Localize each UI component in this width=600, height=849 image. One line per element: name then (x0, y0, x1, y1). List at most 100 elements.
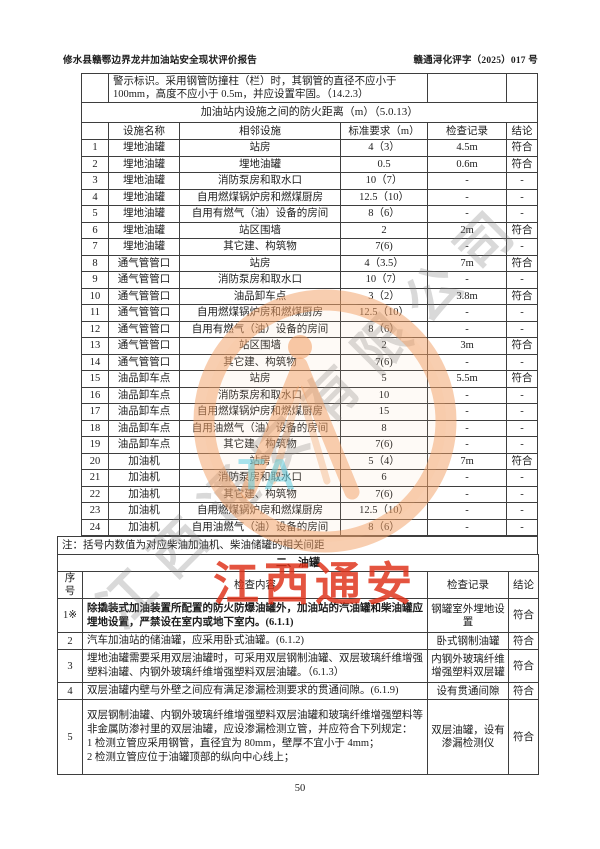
tank-header-row: 序号 检查内容 检查记录 结论 (57, 571, 539, 599)
cell-adjacent: 其它建、构筑物 (179, 353, 341, 371)
cell-conclusion: - (506, 188, 539, 206)
fire-distance-row: 1 埋地油罐 站房 4（3） 4.5m 符合 (81, 139, 539, 157)
col-header-seq: 序号 (57, 571, 83, 599)
cell-check-record: 内钢外玻璃纤维增强塑料双层罐 (427, 649, 509, 683)
cell-facility: 通气管管口 (108, 320, 180, 338)
cell-standard: 5（4） (339, 452, 429, 470)
cell-no: 11 (81, 304, 109, 322)
cell-facility: 通气管管口 (108, 337, 180, 355)
cell-adjacent: 站房 (179, 254, 341, 272)
cell-check-conclusion: 符合 (508, 649, 539, 683)
cell-facility: 加油机 (108, 452, 180, 470)
cell-no: 21 (81, 469, 109, 487)
cell-record: - (427, 502, 508, 520)
cell-seq: 4 (57, 682, 83, 700)
col-header-record: 检查记录 (427, 122, 508, 140)
cell-facility: 通气管管口 (108, 353, 180, 371)
cell-check-record: 卧式钢制油罐 (427, 632, 509, 650)
cell-record: - (427, 172, 508, 190)
cell-check-conclusion: 符合 (508, 682, 539, 700)
fire-distance-row: 21 加油机 消防泵房和取水口 6 - - (81, 469, 539, 487)
cell-conclusion: - (506, 172, 539, 190)
cell-check-content: 汽车加油站的储油罐，应采用卧式油罐。(6.1.2) (82, 632, 428, 650)
cell-no: 12 (81, 320, 109, 338)
cell-conclusion: - (506, 304, 539, 322)
cell-adjacent: 消防泵房和取水口 (179, 172, 341, 190)
cell-adjacent: 消防泵房和取水口 (179, 386, 341, 404)
cell-record: - (427, 386, 508, 404)
cell-adjacent: 站区围墙 (179, 221, 341, 239)
cell-conclusion: 符合 (506, 337, 539, 355)
cell-standard: 15 (339, 403, 429, 421)
cell-conclusion: - (506, 518, 539, 536)
cell-adjacent: 埋地油罐 (179, 155, 341, 173)
cell-check-conclusion: 符合 (508, 699, 539, 775)
cell-no: 23 (81, 502, 109, 520)
cell-adjacent: 自用油燃气（油）设备的房间 (179, 419, 341, 437)
fire-distance-row: 3 埋地油罐 消防泵房和取水口 10（7） - - (81, 172, 539, 190)
cell-no: 24 (81, 518, 109, 536)
fire-distance-note: 注：括号内数值为对应柴油加油机、柴油储罐的相关间距 (57, 536, 538, 555)
fire-distance-row: 23 加油机 自用燃煤锅炉房和燃煤厨房 12.5（10） - - (81, 502, 539, 520)
cell-no: 16 (81, 386, 109, 404)
cell-record: - (427, 205, 508, 223)
cell-record: 7m (427, 452, 508, 470)
cell-no: 10 (81, 287, 109, 305)
cell-facility: 油品卸车点 (108, 403, 180, 421)
fire-distance-row: 12 通气管管口 自用有燃气（油）设备的房间 8（6） - - (81, 320, 539, 338)
cell-adjacent: 自用有燃气（油）设备的房间 (179, 205, 341, 223)
cell-conclusion: 符合 (506, 287, 539, 305)
fire-distance-row: 9 通气管管口 消防泵房和取水口 10（7） - - (81, 271, 539, 289)
cell-check-content: 埋地油罐需要采用双层油罐时，可采用双层钢制油罐、双层玻璃纤维增强塑料油罐、内钢外… (82, 649, 428, 683)
cell-facility: 埋地油罐 (108, 139, 180, 157)
col-header-check-record: 检查记录 (427, 571, 509, 599)
cell-record: - (427, 271, 508, 289)
cell-seq: 5 (57, 699, 83, 775)
cell-record: 5.5m (427, 370, 508, 388)
cell-facility: 通气管管口 (108, 254, 180, 272)
cell-no: 1 (81, 139, 109, 157)
cell-conclusion: - (506, 502, 539, 520)
cell-facility: 埋地油罐 (108, 238, 180, 256)
page-number: 50 (294, 783, 306, 794)
cell-record: 3m (427, 337, 508, 355)
tank-row: 3 埋地油罐需要采用双层油罐时，可采用双层钢制油罐、双层玻璃纤维增强塑料油罐、内… (57, 649, 539, 683)
page-header: 修水县赣鄂边界龙井加油站安全现状评价报告 赣通浔化评字（2025）017 号 (63, 52, 538, 66)
cell-standard: 7(6) (339, 353, 429, 371)
fire-distance-row: 6 埋地油罐 站区围墙 2 2m 符合 (81, 221, 539, 239)
cell-record: - (427, 304, 508, 322)
cell-no: 17 (81, 403, 109, 421)
col-header-adjacent: 相邻设施 (179, 122, 341, 140)
cell-facility: 加油机 (108, 485, 180, 503)
cell-conclusion: - (506, 485, 539, 503)
fire-distance-row: 11 通气管管口 自用燃煤锅炉房和燃煤厨房 12.5（10） - - (81, 304, 539, 322)
cell-standard: 7(6) (339, 436, 429, 454)
cell-adjacent: 其它建、构筑物 (179, 238, 341, 256)
col-header-check-content: 检查内容 (82, 571, 428, 599)
tank-row: 4 双层油罐内壁与外壁之间应有满足渗漏检测要求的贯通间隙。(6.1.9) 设有贯… (57, 682, 539, 700)
fire-distance-table: 警示标识。采用钢管防撞柱（栏）时，其钢管的直径不应小于 100mm，高度不应小于… (80, 73, 539, 536)
cell-standard: 0.5 (339, 155, 429, 173)
cell-conclusion: 符合 (506, 221, 539, 239)
cell-check-content: 双层钢制油罐、内钢外玻璃纤维增强塑料双层油罐和玻璃纤维增强塑料等非金属防渗衬里的… (82, 699, 428, 775)
cell-conclusion: - (506, 403, 539, 421)
fire-distance-header-row: 设施名称 相邻设施 标准要求（m） 检查记录 结论 (81, 122, 539, 140)
cell-standard: 12.5（10） (339, 304, 429, 322)
cell-record: 0.6m (427, 155, 508, 173)
cell-check-conclusion: 符合 (508, 598, 539, 633)
carryover-empty-no (81, 73, 109, 103)
cell-facility: 通气管管口 (108, 287, 180, 305)
cell-no: 14 (81, 353, 109, 371)
cell-conclusion: - (506, 469, 539, 487)
cell-standard: 12.5（10） (339, 502, 429, 520)
cell-no: 19 (81, 436, 109, 454)
cell-facility: 油品卸车点 (108, 419, 180, 437)
cell-adjacent: 自用有燃气（油）设备的房间 (179, 320, 341, 338)
cell-no: 4 (81, 188, 109, 206)
carryover-content: 警示标识。采用钢管防撞柱（栏）时，其钢管的直径不应小于 100mm，高度不应小于… (107, 73, 429, 103)
cell-facility: 埋地油罐 (108, 155, 180, 173)
cell-record: - (427, 419, 508, 437)
cell-check-record: 设有贯通间隙 (427, 682, 509, 700)
cell-record: - (427, 320, 508, 338)
cell-no: 3 (81, 172, 109, 190)
